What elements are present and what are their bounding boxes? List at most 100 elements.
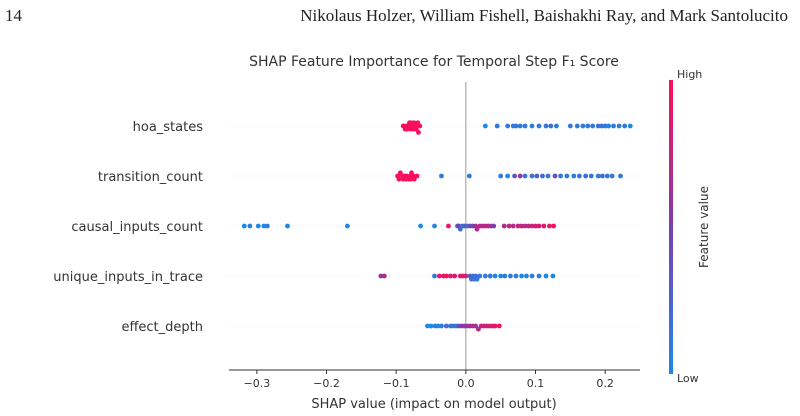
data-point [452, 273, 458, 279]
data-point [571, 173, 577, 179]
data-point [466, 173, 472, 179]
data-point [583, 173, 589, 179]
data-point [487, 273, 493, 279]
data-point [494, 123, 500, 129]
feature-label: causal_inputs_count [71, 220, 203, 235]
data-point [529, 173, 535, 179]
colorbar-high-label: High [677, 68, 702, 81]
data-point [482, 123, 488, 129]
data-point [241, 223, 247, 229]
x-tick-label: 0.1 [527, 377, 545, 390]
data-point [345, 223, 350, 229]
data-point [501, 223, 507, 229]
data-point [627, 123, 633, 129]
data-point [524, 273, 529, 279]
feature-label: transition_count [98, 170, 203, 185]
data-point [517, 173, 523, 179]
data-point [508, 273, 513, 279]
data-point [396, 176, 402, 182]
colorbar-low-label: Low [677, 372, 699, 385]
data-point [548, 123, 554, 129]
data-point [502, 273, 508, 279]
data-point [474, 226, 480, 232]
colorbar [669, 80, 673, 374]
data-point [618, 173, 623, 179]
data-point [417, 123, 423, 129]
data-point [408, 176, 414, 182]
running-head: Nikolaus Holzer, William Fishell, Baisha… [300, 6, 788, 25]
data-point [411, 176, 417, 182]
data-point [611, 123, 616, 129]
chart-title: SHAP Feature Importance for Temporal Ste… [249, 54, 619, 70]
data-point [418, 223, 423, 229]
data-point [595, 173, 601, 179]
data-point [558, 173, 563, 179]
colorbar-title: Feature value [697, 186, 711, 268]
data-point [551, 223, 557, 229]
x-tick-label: 0.0 [457, 377, 475, 390]
data-point [604, 173, 610, 179]
data-point [585, 123, 591, 129]
data-point [463, 273, 469, 279]
data-point [529, 273, 535, 279]
data-point [536, 273, 542, 279]
data-point [443, 323, 449, 329]
data-point [529, 123, 535, 129]
data-point [517, 123, 523, 129]
data-point [446, 223, 451, 229]
feature-label: unique_inputs_in_trace [53, 270, 203, 285]
data-point [505, 173, 511, 179]
data-point [247, 223, 253, 229]
data-point [482, 273, 488, 279]
data-point [261, 223, 267, 229]
data-point [443, 273, 449, 279]
data-point [428, 323, 434, 329]
data-point [506, 223, 512, 229]
x-tick-label: −0.2 [313, 377, 340, 390]
data-point [599, 123, 605, 129]
data-point [439, 173, 444, 179]
data-point [477, 273, 483, 279]
data-point [473, 323, 478, 329]
data-point [515, 223, 521, 229]
data-point [519, 273, 524, 279]
data-point [590, 123, 596, 129]
data-point [475, 326, 481, 332]
data-point [432, 273, 437, 279]
feature-label: hoa_states [133, 120, 204, 135]
data-point [606, 123, 612, 129]
data-point [522, 123, 528, 129]
data-point [533, 223, 538, 229]
data-point [496, 323, 502, 329]
data-point [599, 173, 605, 179]
data-point [432, 223, 437, 229]
data-point [378, 273, 384, 279]
data-point [491, 223, 497, 229]
data-point [492, 273, 498, 279]
data-point [255, 223, 261, 229]
data-point [536, 123, 542, 129]
data-point [513, 123, 519, 129]
x-tick-label: 0.2 [596, 377, 614, 390]
data-point [543, 273, 549, 279]
data-point [498, 173, 504, 179]
x-tick-label: −0.3 [244, 377, 271, 390]
data-point [436, 273, 442, 279]
data-point [550, 273, 556, 279]
data-point [534, 173, 540, 179]
data-point [580, 123, 586, 129]
data-point [622, 123, 628, 129]
data-point [529, 223, 535, 229]
data-point [588, 173, 594, 179]
data-point [522, 223, 528, 229]
page-number: 14 [5, 6, 22, 25]
data-point [498, 273, 504, 279]
data-point [522, 173, 528, 179]
data-point [492, 323, 498, 329]
data-point [474, 276, 480, 282]
data-point [541, 223, 547, 229]
data-point [285, 223, 290, 229]
data-point [609, 173, 615, 179]
data-point [526, 223, 531, 229]
